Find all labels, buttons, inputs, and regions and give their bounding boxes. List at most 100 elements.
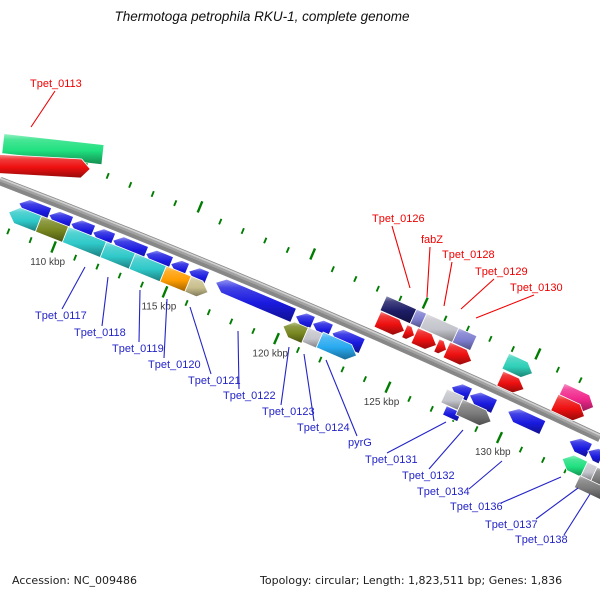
major-tick bbox=[161, 285, 169, 298]
kbp-label: 120 kbp bbox=[252, 348, 288, 359]
minor-tick bbox=[95, 263, 100, 270]
gene-label: Tpet_0138 bbox=[515, 534, 568, 546]
leader-line bbox=[303, 353, 315, 422]
minor-tick bbox=[518, 446, 524, 453]
minor-tick bbox=[429, 405, 434, 412]
minor-tick bbox=[295, 346, 301, 354]
major-tick bbox=[421, 297, 429, 309]
gene-label: Tpet_0136 bbox=[450, 501, 503, 513]
major-tick bbox=[196, 200, 204, 213]
gene-arrow bbox=[451, 327, 478, 352]
minor-tick bbox=[375, 285, 380, 292]
gene-label: Tpet_0117 bbox=[35, 310, 87, 322]
gene-label: Tpet_0126 bbox=[372, 213, 425, 225]
gene-label: Tpet_0124 bbox=[297, 422, 350, 434]
gene-arrow bbox=[401, 324, 415, 340]
kbp-label: 125 kbp bbox=[364, 397, 400, 408]
kbp-label: 115 kbp bbox=[141, 302, 176, 313]
gene-arrow bbox=[442, 341, 473, 366]
gene-arrow bbox=[315, 331, 358, 361]
major-tick bbox=[273, 332, 280, 345]
minor-tick bbox=[330, 266, 335, 273]
minor-tick bbox=[340, 366, 345, 373]
gene-label: Tpet_0129 bbox=[475, 266, 528, 278]
minor-tick bbox=[251, 327, 256, 335]
genome-backbone bbox=[0, 177, 600, 439]
minor-tick bbox=[353, 275, 358, 283]
gene-label: Tpet_0128 bbox=[442, 249, 495, 261]
major-tick bbox=[534, 347, 542, 360]
minor-tick bbox=[555, 366, 560, 373]
gene-label: Tpet_0123 bbox=[262, 406, 315, 418]
gene-arrow bbox=[501, 352, 534, 378]
leader-line bbox=[460, 278, 495, 310]
minor-tick bbox=[488, 335, 493, 342]
gene-label: Tpet_0119 bbox=[112, 343, 164, 355]
gene-label: Tpet_0132 bbox=[402, 470, 455, 482]
gene-arrow bbox=[507, 408, 547, 436]
leader-line bbox=[325, 359, 358, 437]
leader-line bbox=[426, 246, 431, 298]
gene-arrow bbox=[496, 370, 525, 394]
minor-tick bbox=[184, 299, 189, 307]
major-tick bbox=[50, 240, 57, 254]
leader-line bbox=[563, 493, 591, 536]
leader-line bbox=[61, 266, 86, 310]
leader-line bbox=[280, 346, 290, 406]
kbp-label: 130 kbp bbox=[475, 447, 511, 458]
gene-label: Tpet_0134 bbox=[417, 486, 470, 498]
minor-tick bbox=[150, 190, 155, 198]
genome-backbone bbox=[0, 176, 600, 442]
gene-arrow bbox=[0, 154, 91, 179]
gene-arrow bbox=[550, 393, 586, 422]
gene-arrow bbox=[184, 275, 209, 298]
minor-tick bbox=[173, 200, 178, 207]
minor-tick bbox=[285, 246, 290, 254]
leader-line bbox=[101, 276, 109, 327]
minor-tick bbox=[117, 272, 122, 279]
gene-arrow bbox=[410, 327, 438, 350]
gene-arrow bbox=[568, 437, 593, 458]
gene-arrow bbox=[455, 398, 492, 427]
minor-tick bbox=[218, 218, 223, 225]
gene-arrow bbox=[373, 310, 406, 336]
major-tick bbox=[495, 431, 504, 444]
minor-tick bbox=[229, 318, 234, 325]
gene-label: Tpet_0120 bbox=[148, 359, 201, 371]
leader-line bbox=[237, 330, 240, 390]
minor-tick bbox=[474, 426, 479, 433]
minor-tick bbox=[263, 237, 268, 244]
major-tick bbox=[384, 381, 392, 394]
gene-label: Tpet_0121 bbox=[188, 375, 241, 387]
minor-tick bbox=[541, 456, 546, 464]
figure-title: Thermotoga petrophila RKU-1, complete ge… bbox=[114, 9, 410, 24]
gene-arrow bbox=[573, 474, 600, 500]
minor-tick bbox=[398, 295, 403, 302]
minor-tick bbox=[28, 236, 33, 244]
minor-tick bbox=[139, 281, 144, 288]
gene-arrow bbox=[587, 447, 600, 465]
topology-text: Topology: circular; Length: 1,823,511 bp… bbox=[260, 574, 563, 587]
minor-tick bbox=[6, 228, 11, 235]
gene-label: fabZ bbox=[421, 234, 443, 246]
gene-label: Tpet_0122 bbox=[223, 390, 276, 402]
gene-arrow bbox=[433, 338, 447, 355]
leader-line bbox=[475, 294, 535, 319]
leader-line bbox=[386, 421, 447, 454]
leader-line bbox=[443, 261, 453, 307]
minor-tick bbox=[510, 345, 515, 353]
kbp-label: 110 kbp bbox=[30, 257, 65, 268]
gene-label: Tpet_0137 bbox=[485, 519, 538, 531]
leader-line bbox=[468, 460, 503, 490]
minor-tick bbox=[240, 227, 245, 235]
minor-tick bbox=[578, 377, 583, 384]
leader-line bbox=[189, 306, 212, 375]
major-tick bbox=[309, 248, 317, 260]
minor-tick bbox=[206, 309, 211, 316]
minor-tick bbox=[465, 325, 470, 332]
minor-tick bbox=[128, 181, 133, 189]
gene-label: Tpet_0131 bbox=[365, 454, 418, 466]
gene-label: Tpet_0113 bbox=[30, 78, 82, 90]
